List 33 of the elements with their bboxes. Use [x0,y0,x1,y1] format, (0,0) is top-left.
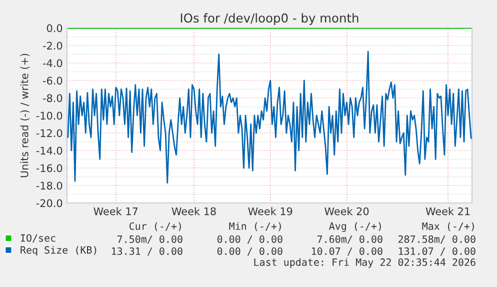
chart-title: IOs for /dev/loop0 - by month [180,13,358,25]
text: Max (-/+) [422,222,474,232]
text: 7.50m/ 0.00 [117,235,182,244]
text: Last update: Fri May 22 02:35:44 2026 [254,258,476,268]
x-tick-label: Week 17 [94,207,138,216]
y-tick-label: -10.0 [36,112,62,120]
y-axis-title: Units read (-) / write (+) [20,54,30,178]
y-tick-label: -20.0 [36,199,62,208]
text: 131.07 / 0.00 [398,247,476,256]
text: 287.58m/ 0.00 [398,235,476,244]
text: Avg (-/+) [329,222,381,232]
legend-label: IO/sec [20,234,56,243]
y-tick-label: -12.0 [36,129,62,138]
y-tick-label: -2.0 [43,42,62,50]
legend-label: Req Size (KB) [20,246,96,256]
text: 7.60m/ 0.00 [317,235,382,244]
text: 0.00 / 0.00 [217,235,282,244]
x-tick-label: Week 20 [324,207,369,216]
x-tick-label: Week 18 [172,207,216,216]
y-tick-label: -6.0 [43,76,62,85]
text: 10.07 / 0.00 [312,247,382,256]
y-tick-label: -8.0 [43,94,62,102]
x-tick-label: Week 21 [426,207,470,216]
text: Min (-/+) [229,222,281,232]
y-tick-label: -14.0 [36,146,62,155]
y-tick-label: 0.0 [46,24,62,32]
y-tick-label: -16.0 [36,164,62,172]
y-tick-label: -4.0 [43,59,62,68]
y-tick-label: -18.0 [36,182,62,190]
text: 0.00 / 0.00 [217,247,282,256]
text: 13.31 / 0.00 [112,247,182,256]
x-tick-label: Week 19 [248,207,292,216]
text: Cur (-/+) [129,222,181,232]
